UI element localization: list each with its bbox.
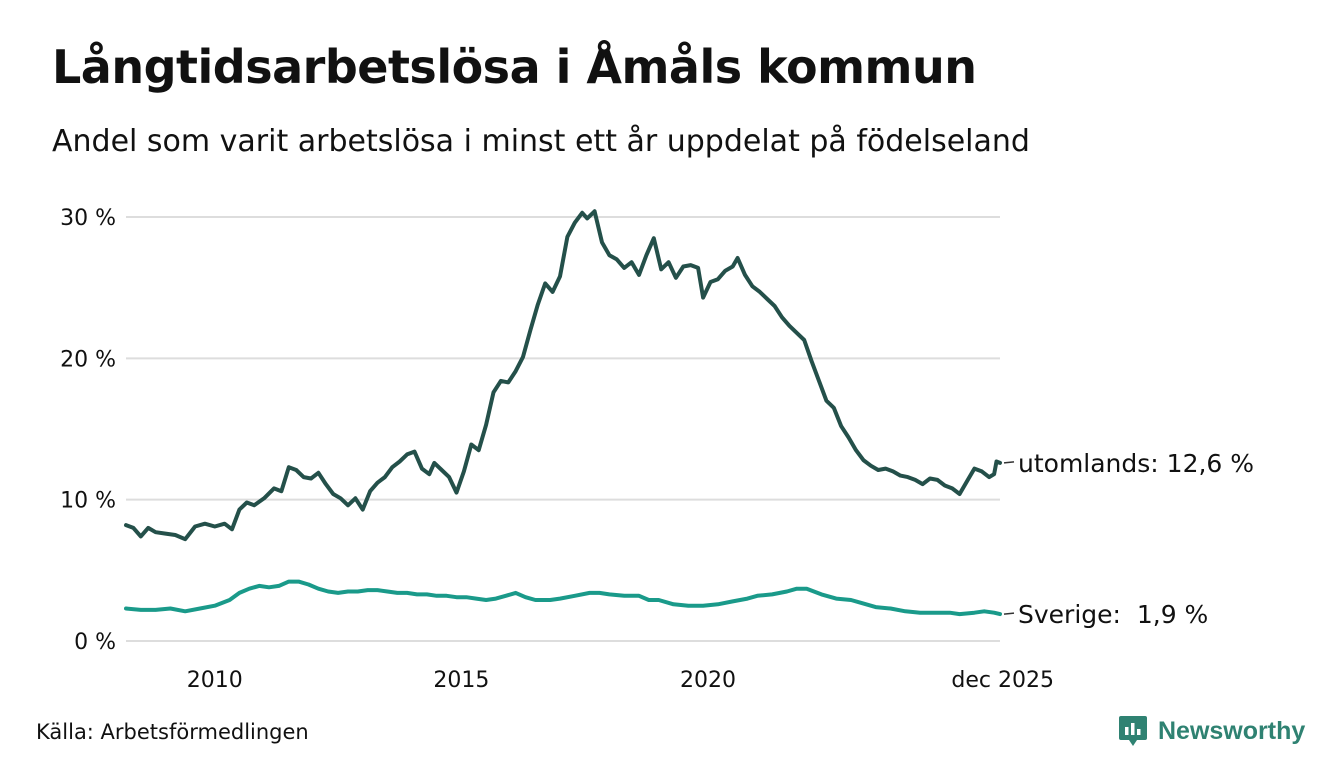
x-tick-label: 2020	[680, 668, 736, 693]
newsworthy-chart-icon	[1119, 716, 1147, 746]
x-tick-label: dec 2025	[951, 668, 1054, 693]
chart-subtitle: Andel som varit arbetslösa i minst ett å…	[52, 124, 1030, 159]
end-label-sverige: Sverige: 1,9 %	[1018, 600, 1208, 629]
gridlines	[126, 216, 1000, 642]
x-axis-tick-labels: 2010 2015 2020 dec 2025	[187, 668, 1054, 693]
end-label-leader	[1003, 612, 1015, 615]
y-axis-tick-labels: 0 % 10 % 20 % 30 %	[60, 206, 116, 655]
y-tick-label: 10 %	[60, 489, 116, 514]
source-note: Källa: Arbetsförmedlingen	[36, 720, 309, 744]
series-lines	[124, 209, 1002, 617]
brand-logo[interactable]: Newsworthy	[1118, 714, 1305, 748]
y-tick-label: 20 %	[60, 347, 116, 372]
x-tick-label: 2015	[433, 668, 489, 693]
series-line-sverige	[124, 579, 1002, 617]
series-line-utomlands	[124, 209, 1002, 542]
end-label-leader	[1003, 461, 1015, 464]
y-tick-label: 0 %	[74, 630, 116, 655]
chart-title: Långtidsarbetslösa i Åmåls kommun	[52, 40, 977, 94]
x-tick-label: 2010	[187, 668, 243, 693]
series-end-labels: utomlands: 12,6 % Sverige: 1,9 %	[1003, 449, 1254, 629]
end-label-utomlands: utomlands: 12,6 %	[1018, 449, 1254, 478]
y-tick-label: 30 %	[60, 206, 116, 231]
brand-name: Newsworthy	[1158, 716, 1306, 745]
